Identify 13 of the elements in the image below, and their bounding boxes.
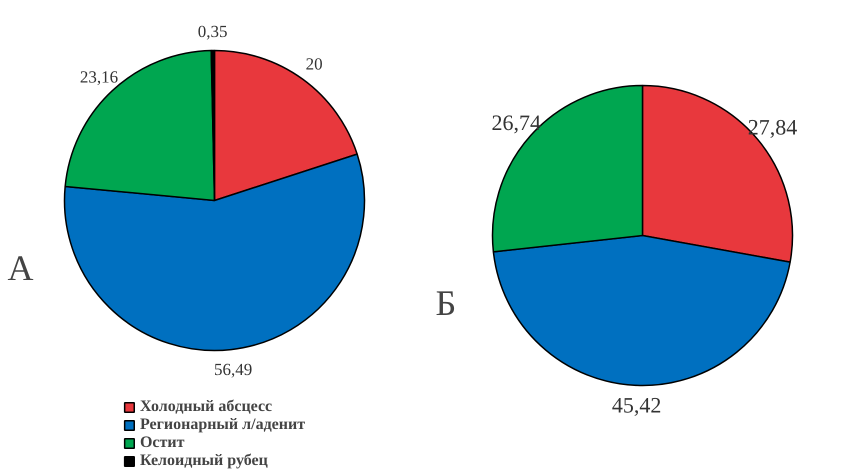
data-label: 20 — [306, 54, 323, 74]
data-label: 56,49 — [214, 360, 252, 379]
text: Б — [436, 283, 456, 323]
legend-label: Келоидный рубец — [140, 452, 268, 470]
data-label: 23,16 — [80, 67, 118, 86]
legend-label: Регионарный л/аденит — [140, 416, 306, 434]
data-label: 0,35 — [198, 22, 228, 42]
legend-label: Холодный абсцесс — [140, 398, 272, 416]
text: А — [8, 248, 34, 288]
data-label: 45,42 — [612, 392, 662, 418]
legend-label: Остит — [140, 434, 184, 452]
data-label: 27,84 — [748, 114, 798, 140]
data-label: 26,74 — [492, 110, 542, 135]
